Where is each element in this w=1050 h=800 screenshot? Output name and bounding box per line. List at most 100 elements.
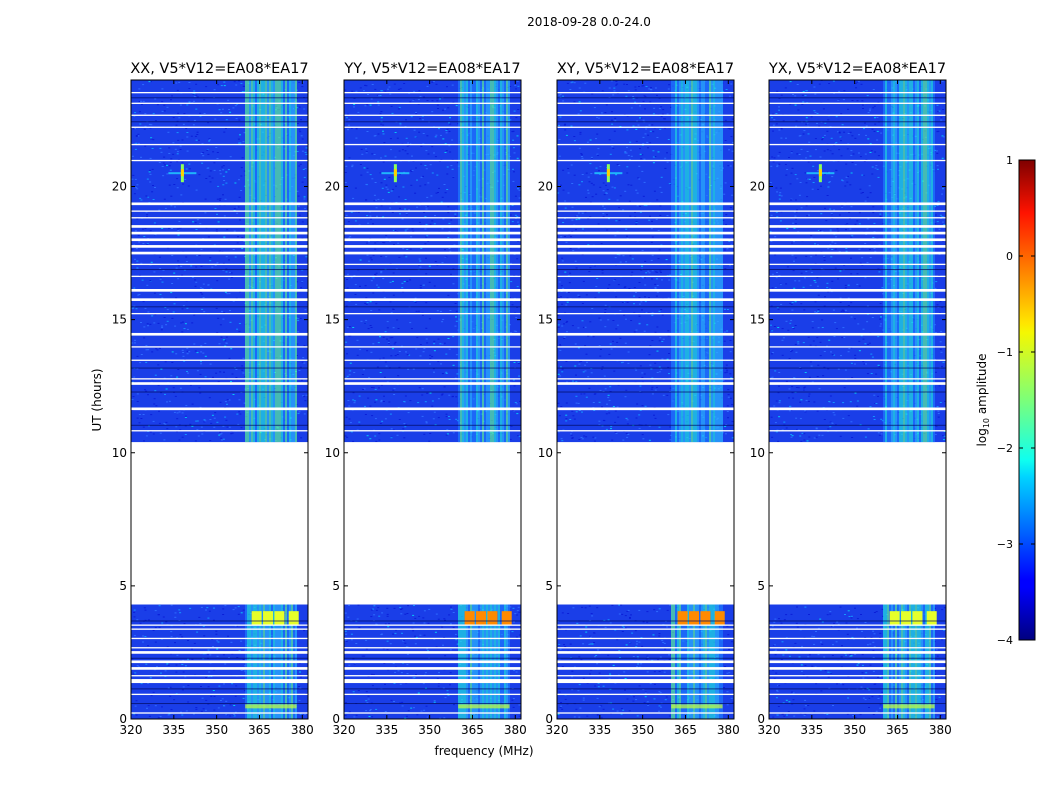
- panel-frame: [768, 79, 947, 720]
- y-tick-label: 0: [332, 712, 340, 726]
- colorbar-label-sub: 10: [982, 418, 991, 428]
- panel-frame: [556, 79, 735, 720]
- rfi-hotspots: [671, 611, 725, 709]
- y-tick-label: 5: [545, 579, 553, 593]
- figure-suptitle: 2018-09-28 0.0-24.0: [527, 15, 651, 29]
- colorbar-label: log10 amplitude: [975, 354, 991, 447]
- rfi-hotspot: [274, 611, 285, 625]
- colorbar-tick-label: −2: [997, 442, 1013, 455]
- colorbar-tick-label: −4: [997, 634, 1013, 647]
- x-tick-label: 320: [758, 723, 781, 737]
- y-tick-label: 5: [757, 579, 765, 593]
- rfi-line: [245, 704, 297, 709]
- panels-group: XX, V5*V12=EA08*EA17 320 335 350 365 380 0 5 10 1…: [112, 61, 952, 737]
- colorbar-tick-label: −3: [997, 538, 1013, 551]
- panel-frame: [343, 79, 522, 720]
- y-tick-label: 15: [325, 313, 340, 327]
- rfi-hotspot: [263, 611, 274, 625]
- panel-4: YX, V5*V12=EA08*EA17 320 335 350 365 380 0 5 10 1…: [750, 61, 952, 737]
- colorbar: 10−1−2−3−4 log10 amplitude: [975, 154, 1036, 647]
- y-tick-label: 20: [325, 180, 340, 194]
- rfi-hotspots: [458, 611, 512, 709]
- y-tick-label: 0: [545, 712, 553, 726]
- colorbar-tick-label: −1: [997, 346, 1013, 359]
- y-tick-label: 0: [119, 712, 127, 726]
- rfi-hotspot: [251, 611, 262, 625]
- x-axis-label: frequency (MHz): [434, 744, 533, 758]
- x-tick-label: 365: [461, 723, 484, 737]
- spot-source: [806, 164, 835, 183]
- x-tick-label: 350: [418, 723, 441, 737]
- rfi-hotspots: [883, 611, 937, 709]
- y-tick-label: 5: [332, 579, 340, 593]
- x-tick-label: 365: [248, 723, 271, 737]
- panel-1: XX, V5*V12=EA08*EA17 320 335 350 365 380 0 5 10 1…: [112, 61, 314, 737]
- rfi-hotspot: [487, 611, 498, 625]
- colorbar-ticks: 1 0 −1 −2 −3 −4: [997, 154, 1035, 647]
- spot-source: [381, 164, 410, 183]
- rfi-hotspot: [689, 611, 700, 625]
- x-tick-label: 380: [717, 723, 740, 737]
- flagged-rows: [344, 91, 521, 714]
- rfi-hotspot: [464, 611, 475, 625]
- rfi-hotspot: [501, 611, 512, 625]
- x-tick-label: 335: [588, 723, 611, 737]
- colorbar-tick-label: 1: [1006, 154, 1013, 167]
- rfi-hotspot: [926, 611, 937, 625]
- colorbar-label-log: log: [975, 428, 989, 446]
- x-tick-label: 335: [375, 723, 398, 737]
- rfi-hotspot: [912, 611, 923, 625]
- rfi-hotspot: [889, 611, 900, 625]
- x-tick-label: 380: [929, 723, 952, 737]
- x-tick-label: 365: [886, 723, 909, 737]
- flagged-rows: [769, 91, 946, 714]
- rfi-hotspot: [714, 611, 725, 625]
- x-tick-label: 320: [120, 723, 143, 737]
- y-axis-label: UT (hours): [90, 368, 104, 431]
- y-tick-label: 10: [750, 446, 765, 460]
- x-tick-label: 335: [162, 723, 185, 737]
- y-tick-label: 15: [112, 313, 127, 327]
- y-tick-label: 20: [538, 180, 553, 194]
- rfi-hotspot: [700, 611, 711, 625]
- y-tick-label: 5: [119, 579, 127, 593]
- spot-source: [594, 164, 623, 183]
- x-tick-label: 350: [631, 723, 654, 737]
- rfi-line: [671, 704, 723, 709]
- x-tick-label: 320: [546, 723, 569, 737]
- x-tick-label: 365: [674, 723, 697, 737]
- rfi-hotspot: [901, 611, 912, 625]
- y-tick-label: 10: [538, 446, 553, 460]
- flagged-rows: [557, 91, 734, 714]
- rfi-hotspot: [677, 611, 688, 625]
- y-tick-label: 15: [750, 313, 765, 327]
- x-tick-label: 350: [843, 723, 866, 737]
- flagged-rows: [131, 91, 308, 714]
- y-tick-label: 20: [112, 180, 127, 194]
- panel-2: YY, V5*V12=EA08*EA17 320 335 350 365 380 0 5 10 1…: [325, 61, 527, 737]
- rfi-line: [883, 704, 935, 709]
- x-tick-label: 380: [504, 723, 527, 737]
- y-tick-label: 15: [538, 313, 553, 327]
- panel-frame: [130, 79, 309, 720]
- rfi-hotspot: [288, 611, 299, 625]
- panel-title: XY, V5*V12=EA08*EA17: [557, 61, 734, 77]
- colorbar-label-suffix: amplitude: [975, 354, 989, 418]
- panel-title: YX, V5*V12=EA08*EA17: [768, 61, 946, 77]
- x-tick-label: 335: [800, 723, 823, 737]
- colorbar-tick-label: 0: [1006, 250, 1013, 263]
- rfi-line: [458, 704, 510, 709]
- x-tick-label: 380: [291, 723, 314, 737]
- y-tick-label: 0: [757, 712, 765, 726]
- colorbar-gradient: [1018, 159, 1036, 641]
- panel-title: YY, V5*V12=EA08*EA17: [343, 61, 520, 77]
- rfi-hotspots: [245, 611, 299, 709]
- rfi-hotspot: [476, 611, 487, 625]
- x-tick-label: 320: [333, 723, 356, 737]
- spot-source: [168, 164, 197, 183]
- y-tick-label: 10: [112, 446, 127, 460]
- y-tick-label: 10: [325, 446, 340, 460]
- y-tick-label: 20: [750, 180, 765, 194]
- panel-title: XX, V5*V12=EA08*EA17: [130, 61, 308, 77]
